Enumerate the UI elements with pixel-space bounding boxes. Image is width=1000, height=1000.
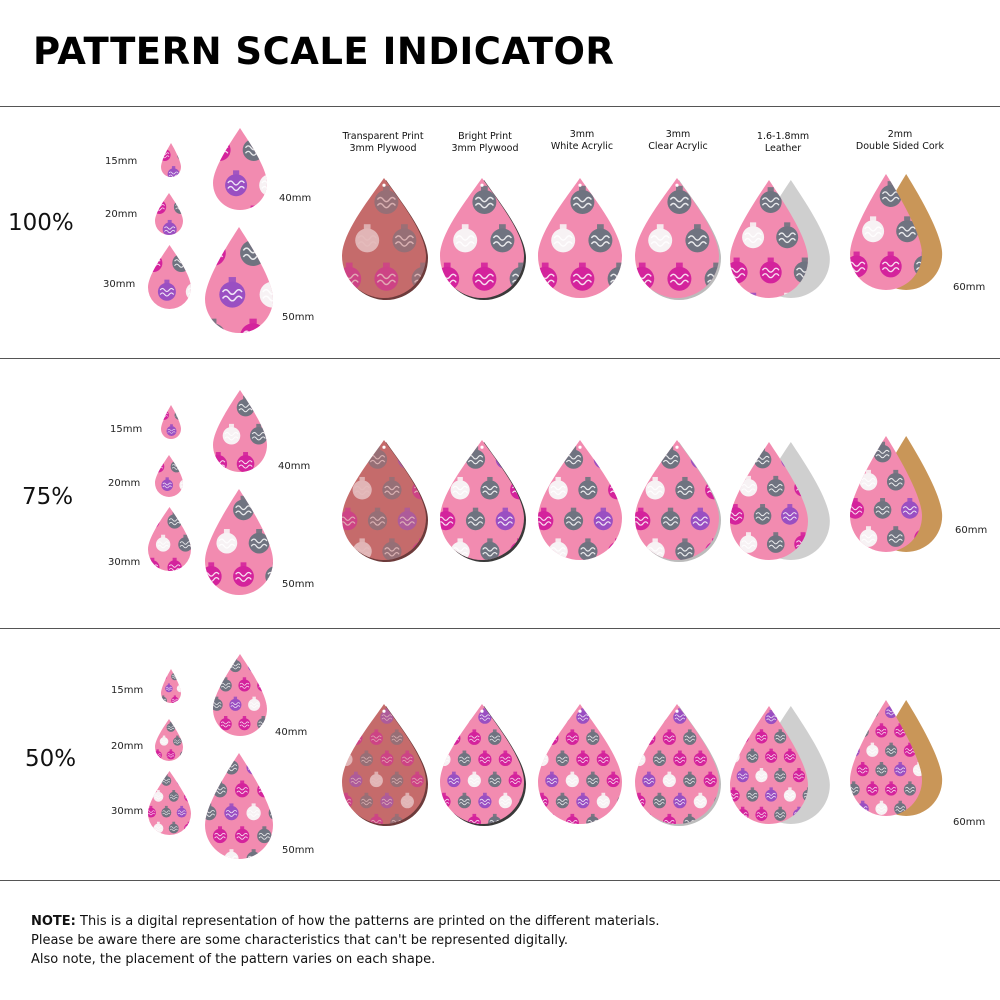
size-label-15mm: 15mm bbox=[105, 156, 138, 167]
size-label-50mm: 50mm bbox=[282, 312, 315, 323]
teardrop-swatch bbox=[440, 440, 526, 562]
teardrop-swatch bbox=[635, 440, 721, 562]
teardrop-swatch bbox=[850, 174, 943, 290]
teardrop-swatch bbox=[730, 180, 830, 298]
teardrop-swatch bbox=[148, 245, 191, 309]
size-label-30mm: 30mm bbox=[108, 557, 141, 568]
teardrop-swatch bbox=[635, 178, 721, 300]
teardrop-swatch bbox=[342, 704, 428, 826]
teardrop-swatch bbox=[635, 704, 721, 826]
material-header-line: Leather bbox=[764, 143, 802, 154]
size-label-50mm: 50mm bbox=[282, 845, 315, 856]
teardrop-swatch bbox=[850, 700, 943, 816]
material-header-line: 2mm bbox=[887, 129, 913, 140]
material-header-cork: 2mm Double Sided Cork bbox=[850, 129, 950, 153]
material-header-line: Clear Acrylic bbox=[648, 141, 708, 152]
teardrop-swatch bbox=[538, 440, 622, 560]
material-header-transparent-plywood: Transparent Print 3mm Plywood bbox=[333, 131, 433, 155]
material-header-line: Bright Print bbox=[458, 131, 512, 142]
teardrop-swatch bbox=[538, 704, 622, 824]
teardrop-swatch bbox=[730, 442, 830, 560]
material-header-line: Transparent Print bbox=[342, 131, 424, 142]
divider bbox=[0, 880, 1000, 881]
scale-label: 100% bbox=[8, 210, 74, 236]
note-line: Also note, the placement of the pattern … bbox=[31, 952, 436, 967]
size-label-40mm: 40mm bbox=[275, 727, 308, 738]
size-label-20mm: 20mm bbox=[111, 741, 144, 752]
divider bbox=[0, 628, 1000, 629]
page-title: PATTERN SCALE INDICATOR bbox=[33, 30, 615, 73]
material-header-line: White Acrylic bbox=[550, 141, 614, 152]
material-header-bright-plywood: Bright Print 3mm Plywood bbox=[435, 131, 535, 155]
note-line: Please be aware there are some character… bbox=[31, 933, 568, 948]
size-label-20mm: 20mm bbox=[108, 478, 141, 489]
teardrop-swatch bbox=[205, 489, 273, 595]
size-label-60mm: 60mm bbox=[953, 817, 986, 828]
teardrop-swatch bbox=[213, 390, 267, 472]
teardrop-swatch bbox=[205, 753, 273, 859]
note-text: This is a digital representation of how … bbox=[75, 914, 660, 929]
scale-label: 75% bbox=[22, 484, 74, 510]
material-header-clear-acrylic: 3mm Clear Acrylic bbox=[628, 129, 728, 153]
material-header-line: 3mm bbox=[569, 129, 595, 140]
size-label-50mm: 50mm bbox=[282, 579, 315, 590]
teardrop-swatch bbox=[342, 440, 428, 562]
size-label-30mm: 30mm bbox=[111, 806, 144, 817]
material-header-line: 3mm Plywood bbox=[451, 143, 519, 154]
size-label-40mm: 40mm bbox=[278, 461, 311, 472]
material-header-line: 3mm bbox=[665, 129, 691, 140]
material-header-white-acrylic: 3mm White Acrylic bbox=[532, 129, 632, 153]
teardrop-swatch bbox=[161, 669, 181, 703]
note-line: NOTE: This is a digital representation o… bbox=[31, 912, 660, 931]
footer-note: NOTE: This is a digital representation o… bbox=[31, 912, 660, 969]
teardrop-swatch bbox=[213, 128, 267, 210]
teardrop-swatch bbox=[850, 436, 943, 552]
teardrop-swatch bbox=[440, 178, 526, 300]
size-label-60mm: 60mm bbox=[955, 525, 988, 536]
size-label-15mm: 15mm bbox=[110, 424, 143, 435]
material-header-line: 1.6-1.8mm bbox=[756, 131, 810, 142]
teardrop-swatch bbox=[205, 227, 273, 333]
size-label-15mm: 15mm bbox=[111, 685, 144, 696]
teardrop-swatch bbox=[213, 654, 267, 736]
teardrop-swatch bbox=[155, 455, 183, 497]
teardrop-swatch bbox=[155, 719, 183, 761]
teardrop-swatch bbox=[148, 771, 191, 835]
teardrop-swatch bbox=[161, 143, 181, 177]
teardrop-swatch bbox=[538, 178, 622, 298]
teardrop-swatch bbox=[730, 706, 830, 824]
material-header-line: Double Sided Cork bbox=[855, 141, 945, 152]
teardrop-swatch bbox=[148, 507, 191, 571]
teardrop-swatch bbox=[161, 405, 181, 439]
size-label-30mm: 30mm bbox=[103, 279, 136, 290]
note-label: NOTE: bbox=[31, 914, 76, 929]
material-header-leather: 1.6-1.8mm Leather bbox=[733, 131, 833, 155]
teardrop-swatch bbox=[155, 193, 183, 235]
divider bbox=[0, 106, 1000, 107]
teardrop-swatch bbox=[342, 178, 428, 300]
size-label-60mm: 60mm bbox=[953, 282, 986, 293]
material-header-line: 3mm Plywood bbox=[349, 143, 417, 154]
teardrop-swatch bbox=[440, 704, 526, 826]
size-label-40mm: 40mm bbox=[279, 193, 312, 204]
divider bbox=[0, 358, 1000, 359]
scale-label: 50% bbox=[25, 746, 77, 772]
size-label-20mm: 20mm bbox=[105, 209, 138, 220]
